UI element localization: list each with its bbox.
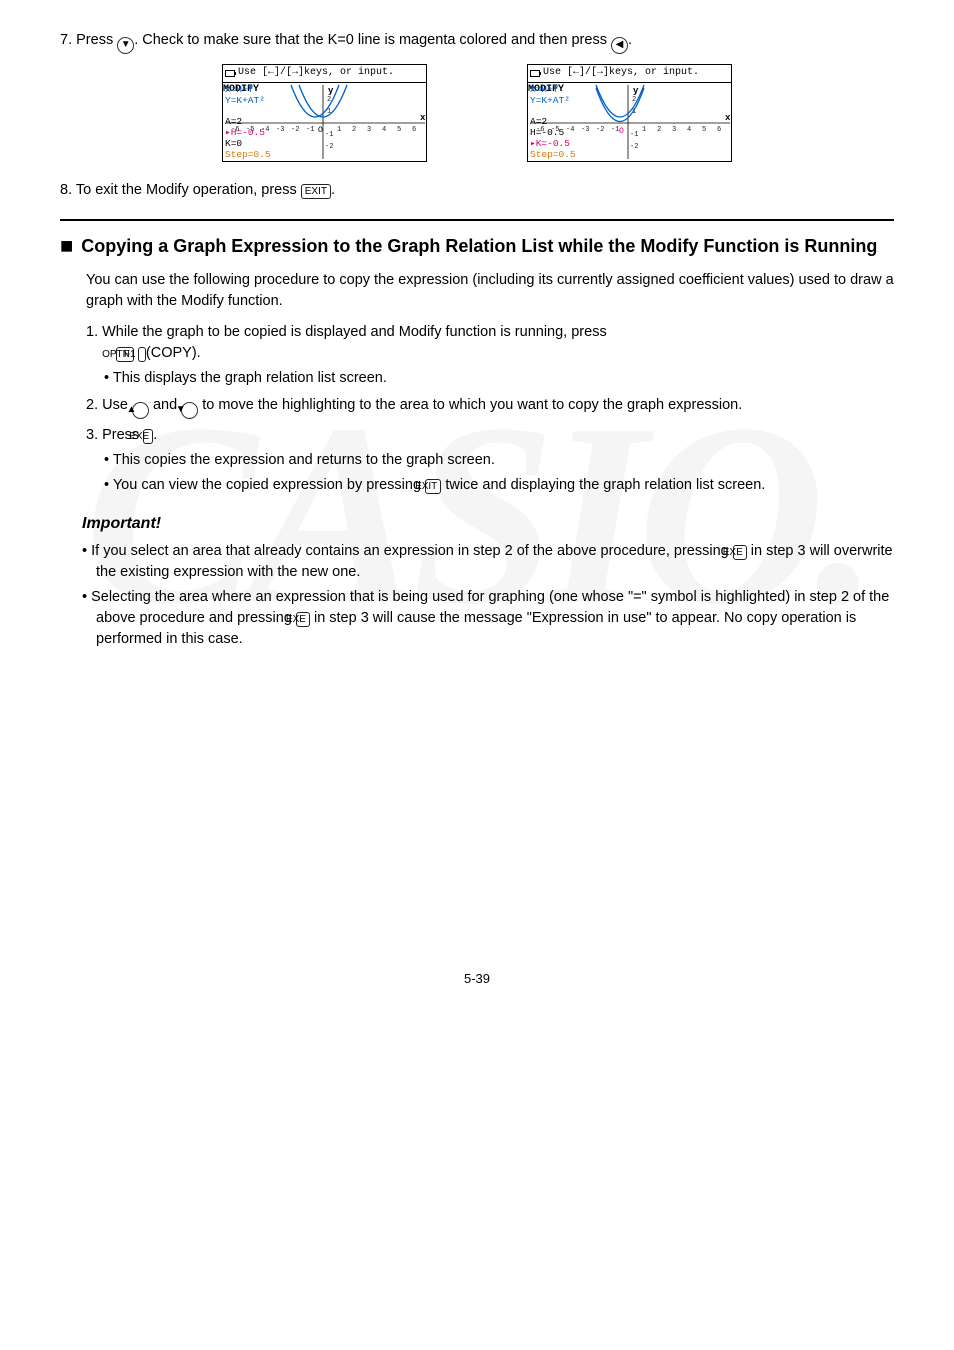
svg-text:-1: -1 (630, 131, 638, 139)
svg-text:3: 3 (672, 126, 676, 134)
exe-key-icon: EXE (296, 612, 310, 627)
rp2: H=-0.5 (530, 127, 576, 138)
screen-right-titletext: Use [←]/[→]keys, or input. (543, 66, 699, 81)
s3-b: . (153, 427, 157, 443)
eq2r: Y=K+AT² (530, 95, 570, 106)
step-1: 1. While the graph to be copied is displ… (86, 322, 894, 364)
svg-text:6: 6 (717, 126, 721, 134)
step-7-text-a: Press (76, 32, 117, 48)
rp4: Step=0.5 (530, 149, 576, 160)
important-bullet-2: • Selecting the area where an expression… (82, 587, 894, 650)
section-heading: ■ Copying a Graph Expression to the Grap… (60, 235, 894, 258)
p1: A=2 (225, 116, 271, 127)
p2: ▸H=-0.5 (225, 127, 271, 138)
step-8-text-b: . (331, 182, 335, 198)
screen-right-params: A=2 H=-0.5 ▸K=-0.5 Step=0.5 (530, 116, 576, 160)
battery-icon (225, 70, 235, 77)
step-8: 8. To exit the Modify operation, press E… (60, 180, 894, 201)
svg-text:2: 2 (352, 126, 356, 134)
rp1: A=2 (530, 116, 576, 127)
screen-left-eqs: X=H+T Y=K+AT² (225, 84, 265, 106)
svg-text:x: x (420, 113, 426, 123)
down-key-icon: ▼ (117, 37, 134, 54)
screen-right-graph: y x O -6-5-4-3-2-1 123456 12 -1-2 X=H+ (528, 83, 731, 161)
battery-icon (530, 70, 540, 77)
svg-text:3: 3 (367, 126, 371, 134)
screen-right-eqs: X=H+T Y=K+AT² (530, 84, 570, 106)
s1-b: (COPY). (146, 345, 201, 361)
svg-text:4: 4 (382, 126, 386, 134)
svg-text:4: 4 (687, 126, 691, 134)
calc-screen-left: Use [←]/[→]keys, or input. y x O -6-5-4-… (222, 64, 427, 162)
section-divider (60, 219, 894, 221)
s3b2a: • You can view the copied expression by … (104, 477, 425, 493)
p4: Step=0.5 (225, 149, 271, 160)
svg-text:O: O (318, 126, 323, 135)
step-8-num: 8. (60, 182, 72, 198)
step-1-bullet: • This displays the graph relation list … (104, 368, 894, 389)
eq1: X=H+T (225, 84, 265, 95)
calc-screen-right: Use [←]/[→]keys, or input. y x O -6-5-4-… (527, 64, 732, 162)
step-2: 2. Use ▲ and ▼ to move the highlighting … (86, 395, 894, 419)
step-7-text-b: . Check to make sure that the K=0 line i… (134, 32, 611, 48)
svg-text:2: 2 (657, 126, 661, 134)
s2-a: 2. Use (86, 397, 132, 413)
svg-text:-2: -2 (291, 126, 299, 134)
exit-key-icon: EXIT (301, 184, 331, 199)
svg-text:-2: -2 (630, 143, 638, 151)
s1-a: 1. While the graph to be copied is displ… (86, 324, 607, 340)
screen-left-params: A=2 ▸H=-0.5 K=0 Step=0.5 (225, 116, 271, 160)
svg-text:-1: -1 (611, 126, 619, 134)
screen-right-title: Use [←]/[→]keys, or input. (528, 65, 731, 83)
down-key-icon: ▼ (181, 402, 198, 419)
svg-text:-1: -1 (306, 126, 314, 134)
step-7: 7. Press ▼. Check to make sure that the … (60, 30, 894, 54)
exe-key-icon: EXE (733, 545, 747, 560)
svg-text:O: O (619, 127, 624, 136)
important-bullet-1: • If you select an area that already con… (82, 541, 894, 583)
svg-text:1: 1 (337, 126, 341, 134)
screenshots-row: Use [←]/[→]keys, or input. y x O -6-5-4-… (60, 64, 894, 162)
svg-text:1: 1 (642, 126, 646, 134)
screen-left-graph: y x O -6-5-4-3-2-1 123456 12 -1-2 (223, 83, 426, 161)
svg-text:-3: -3 (276, 126, 284, 134)
svg-text:y: y (328, 86, 334, 96)
f1-key-icon: F1 (138, 347, 146, 362)
svg-text:5: 5 (702, 126, 706, 134)
section-intro: You can use the following procedure to c… (86, 270, 894, 312)
section-title: Copying a Graph Expression to the Graph … (81, 235, 877, 258)
exit-key-icon: EXIT (425, 479, 441, 494)
step-7-text-c: . (628, 32, 632, 48)
svg-text:6: 6 (412, 126, 416, 134)
svg-text:y: y (633, 86, 639, 96)
svg-text:-2: -2 (325, 143, 333, 151)
s3b2b: twice and displaying the graph relation … (441, 477, 765, 493)
exe-key-icon: EXE (143, 429, 153, 444)
svg-text:-1: -1 (325, 131, 333, 139)
page-number: 5-39 (60, 970, 894, 989)
eq1r: X=H+T (530, 84, 570, 95)
up-key-icon: ▲ (132, 402, 149, 419)
screen-left-titletext: Use [←]/[→]keys, or input. (238, 66, 394, 81)
step-3: 3. Press EXE. (86, 425, 894, 446)
p3: K=0 (225, 138, 271, 149)
step-3-bullet2: • You can view the copied expression by … (104, 475, 894, 496)
eq2: Y=K+AT² (225, 95, 265, 106)
s2-b: to move the highlighting to the area to … (198, 397, 742, 413)
svg-text:x: x (725, 113, 731, 123)
svg-text:5: 5 (397, 126, 401, 134)
svg-text:-3: -3 (581, 126, 589, 134)
svg-text:-2: -2 (596, 126, 604, 134)
square-bullet-icon: ■ (60, 235, 73, 257)
screen-left-title: Use [←]/[→]keys, or input. (223, 65, 426, 83)
left-key-icon: ◀ (611, 37, 628, 54)
step-8-text-a: To exit the Modify operation, press (76, 182, 301, 198)
important-heading: Important! (82, 512, 894, 535)
step-3-bullet1: • This copies the expression and returns… (104, 450, 894, 471)
step-7-num: 7. (60, 32, 72, 48)
rp3: ▸K=-0.5 (530, 138, 576, 149)
ib1a: • If you select an area that already con… (82, 543, 733, 559)
